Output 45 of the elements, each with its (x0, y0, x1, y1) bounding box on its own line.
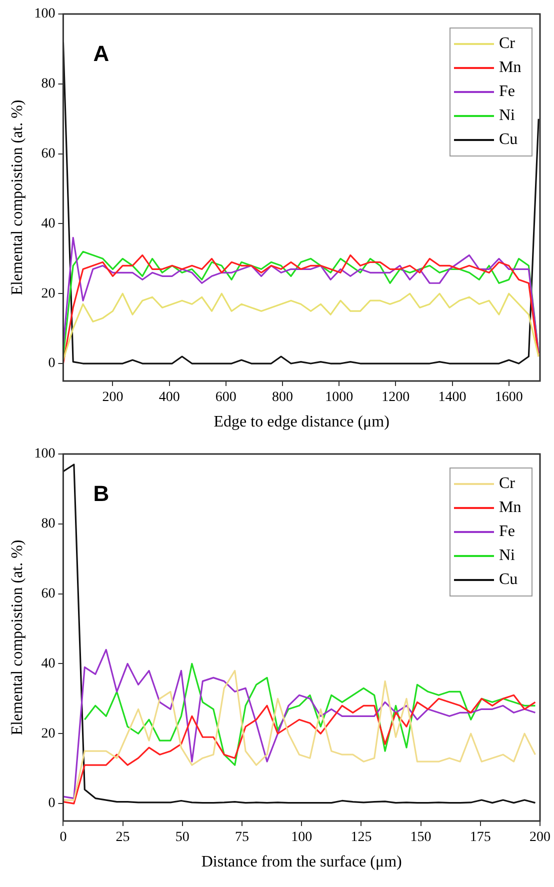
y-tick-label: 60 (41, 586, 56, 602)
annotation: A (93, 41, 110, 66)
legend-label: Cr (499, 35, 516, 52)
y-tick-label: 0 (48, 356, 56, 372)
y-tick-label: 100 (34, 6, 56, 22)
legend-label: Cu (499, 571, 518, 588)
y-tick-label: 80 (41, 516, 56, 532)
legend-label: Cu (499, 131, 518, 148)
y-tick-label: 0 (48, 796, 56, 812)
legend-label: Fe (499, 523, 515, 540)
y-tick-label: 80 (41, 76, 56, 92)
legend-label: Cr (499, 475, 516, 492)
legend-label: Ni (499, 547, 516, 564)
x-tick-label: 100 (291, 830, 312, 846)
x-tick-label: 1000 (325, 390, 354, 406)
y-tick-label: 20 (41, 286, 56, 302)
x-tick-label: 1600 (494, 390, 523, 406)
x-tick-label: 1200 (382, 390, 410, 406)
x-tick-label: 175 (470, 830, 491, 846)
y-tick-label: 20 (41, 726, 56, 742)
x-tick-label: 75 (235, 830, 249, 846)
y-tick-label: 40 (41, 656, 56, 672)
y-tick-label: 40 (41, 216, 56, 232)
annotation: B (93, 481, 110, 506)
x-tick-label: 1400 (438, 390, 466, 406)
x-tick-label: 400 (158, 390, 180, 406)
y-axis-title: Elemental compoistion (at. %) (8, 100, 26, 296)
legend-label: Mn (499, 499, 522, 516)
x-axis-title: Edge to edge distance (μm) (214, 414, 390, 431)
x-tick-label: 800 (272, 390, 293, 406)
x-tick-label: 0 (60, 830, 67, 846)
x-tick-label: 200 (530, 830, 550, 846)
y-tick-label: 60 (41, 146, 56, 162)
x-tick-label: 125 (350, 830, 372, 846)
y-axis-title: Elemental compoistion (at. %) (8, 540, 26, 736)
x-tick-label: 600 (215, 390, 236, 406)
y-tick-label: 100 (34, 446, 56, 462)
x-tick-label: 50 (175, 830, 190, 846)
legend-label: Mn (499, 59, 522, 76)
legend-label: Fe (499, 83, 515, 100)
x-tick-label: 200 (102, 390, 124, 406)
x-tick-label: 25 (116, 830, 130, 846)
x-axis-title: Distance from the surface (μm) (201, 854, 402, 871)
x-tick-label: 150 (410, 830, 432, 846)
legend-label: Ni (499, 107, 516, 124)
